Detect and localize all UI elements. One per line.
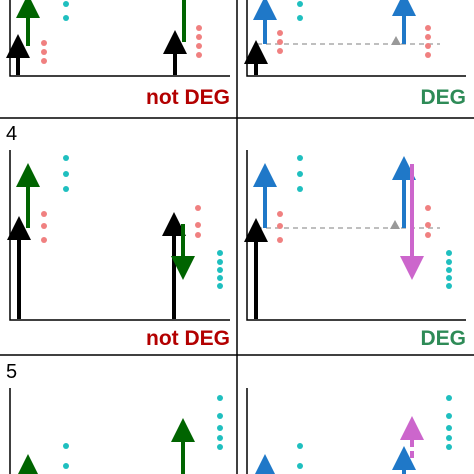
- row1-left-salmon-dots: [41, 25, 202, 64]
- row2-right-label: DEG: [420, 327, 466, 350]
- row2-left-teal-dots: [63, 155, 223, 289]
- row2-right-gray-marker: [390, 220, 400, 229]
- row2-number: 4: [6, 123, 17, 145]
- row-1: not DEG DEG: [6, 0, 466, 109]
- row1-right-teal-dots: [297, 1, 303, 21]
- row1-left-axes: [9, 0, 230, 77]
- row1-right-label: DEG: [420, 86, 466, 109]
- row3-number: 5: [6, 361, 17, 383]
- row1-left-teal-dots: [63, 1, 69, 21]
- row-2: 4 not DEG: [6, 123, 466, 350]
- row2-right-salmon-dots: [277, 205, 431, 243]
- row3-right-teal-dots: [297, 395, 452, 469]
- row1-right-salmon-dots: [277, 25, 431, 58]
- row1-right-axes: [246, 0, 466, 77]
- row1-left-label: not DEG: [146, 86, 230, 109]
- row2-left-label: not DEG: [146, 327, 230, 350]
- row2-left-axes: [9, 150, 230, 321]
- row-3: 5: [6, 361, 452, 474]
- row3-left-teal-dots: [63, 395, 223, 469]
- row2-right-axes: [246, 150, 466, 321]
- row2-left-salmon-dots: [41, 205, 201, 243]
- row2-right-teal-dots: [297, 155, 452, 289]
- row1-right-gray-marker: [391, 36, 401, 45]
